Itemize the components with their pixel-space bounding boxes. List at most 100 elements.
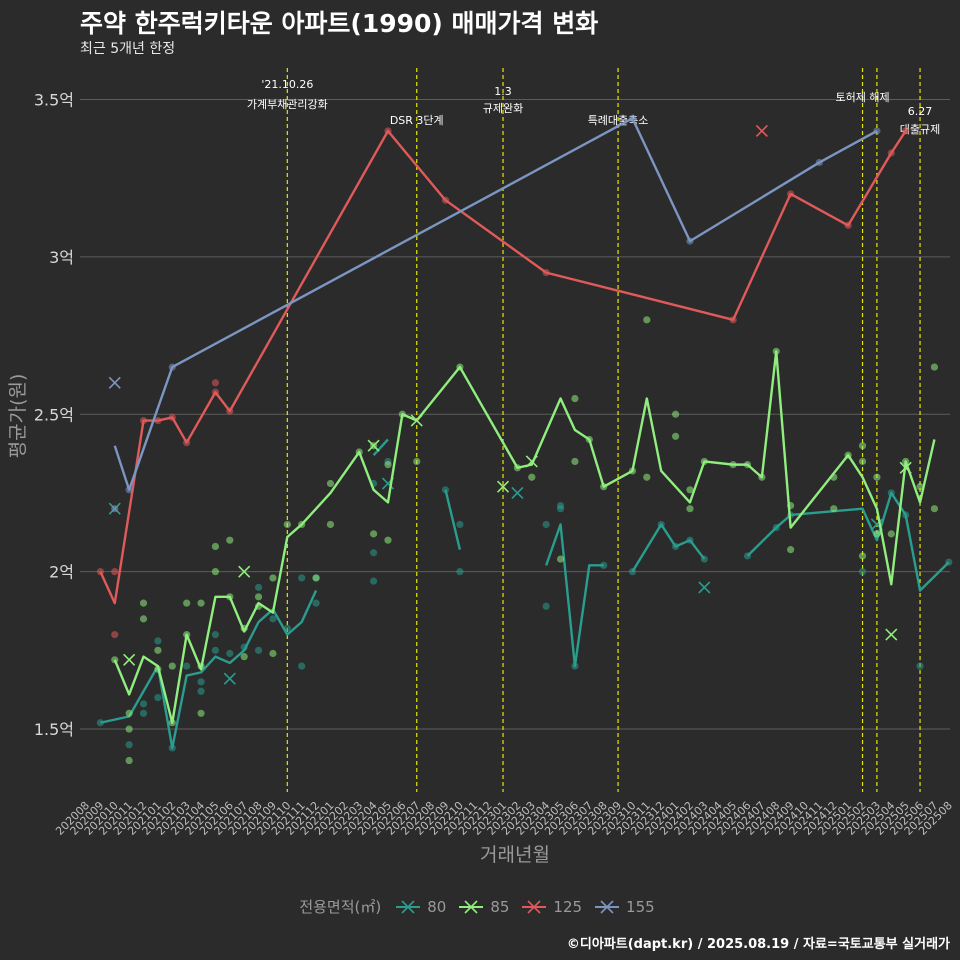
source-caption: ©디아파트(dapt.kr) / 2025.08.19 / 자료=국토교통부 실… — [566, 937, 950, 952]
data-point — [183, 599, 191, 607]
legend-key-icon — [396, 899, 421, 914]
series-155 — [108, 114, 881, 513]
policy-annotation-label: 토허제 해제 — [835, 90, 889, 104]
data-point — [197, 687, 205, 695]
data-point — [269, 574, 277, 582]
data-point — [269, 649, 277, 658]
y-tick-label: 2.5억 — [34, 405, 74, 424]
data-point — [456, 568, 464, 576]
grid-lines — [80, 98, 950, 730]
x-marker — [238, 565, 251, 578]
data-point — [326, 520, 335, 529]
chart-subtitle: 최근 5개년 한정 — [80, 41, 176, 57]
y-tick-label: 2억 — [49, 563, 74, 582]
series-125 — [96, 124, 910, 639]
y-tick-label: 1.5억 — [34, 720, 74, 739]
data-point — [283, 520, 291, 529]
data-point — [111, 568, 119, 576]
data-point — [254, 593, 263, 601]
legend: 전용면적(㎡) 80 85 125 155 — [0, 896, 960, 917]
data-point — [125, 756, 133, 765]
data-point — [643, 316, 651, 324]
data-point — [858, 552, 867, 560]
data-point — [686, 505, 694, 513]
x-marker — [108, 376, 121, 389]
x-tick-labels: 2020082020092020102020112020122021012021… — [53, 799, 955, 838]
x-marker — [698, 581, 711, 594]
data-point — [600, 561, 608, 569]
data-point — [556, 555, 565, 563]
data-point — [211, 542, 220, 551]
legend-label: 125 — [553, 897, 583, 916]
data-point — [125, 725, 133, 733]
legend-title: 전용면적(㎡) — [299, 898, 382, 916]
legend-key-icon — [595, 899, 620, 914]
data-point — [139, 700, 148, 708]
policy-annotation-label: 가계부채관리강화 — [247, 98, 328, 111]
y-axis-label: 평균가(원) — [7, 374, 29, 459]
policy-annotation-label: 규제완화 — [483, 102, 523, 115]
series-80 — [96, 438, 953, 752]
data-point — [384, 461, 392, 469]
data-point — [269, 615, 277, 623]
data-point — [873, 530, 881, 538]
x-marker — [885, 628, 898, 641]
data-point — [384, 536, 392, 544]
data-point — [254, 646, 263, 654]
data-point — [211, 631, 220, 639]
data-point — [111, 631, 119, 639]
data-point — [154, 693, 162, 702]
legend-key-icon — [522, 899, 547, 914]
data-point — [571, 457, 579, 466]
data-point — [168, 662, 176, 670]
series-line — [444, 489, 462, 550]
data-point — [873, 473, 881, 481]
data-point — [858, 568, 867, 576]
series-lines — [96, 114, 953, 765]
data-point — [916, 483, 924, 491]
x-marker — [511, 486, 524, 500]
data-point — [930, 363, 939, 371]
legend-item-125: 125 — [521, 898, 582, 916]
data-point — [312, 599, 320, 607]
x-marker — [123, 653, 136, 666]
x-marker — [410, 414, 423, 427]
data-point — [125, 709, 133, 717]
series-line — [99, 129, 907, 605]
data-point — [413, 457, 421, 466]
data-point — [542, 520, 550, 529]
data-point — [154, 646, 162, 654]
y-tick-labels: 1.5억 2억 2.5억 3억 3.5억 — [34, 90, 74, 739]
x-marker — [755, 124, 768, 138]
data-point — [197, 678, 205, 686]
data-point — [930, 505, 939, 513]
data-point — [298, 662, 306, 670]
data-point — [542, 602, 550, 610]
legend-label: 80 — [427, 897, 447, 916]
y-tick-label: 3.5억 — [34, 90, 74, 109]
data-point — [830, 505, 838, 513]
policy-annotation-label: DSR 3단계 — [390, 114, 444, 127]
policy-annotation-label: 6.27 — [908, 105, 933, 118]
data-point — [240, 653, 248, 661]
series-line — [100, 590, 318, 750]
x-axis-label: 거래년월 — [480, 844, 550, 866]
data-point — [197, 709, 205, 717]
data-point — [197, 599, 205, 607]
data-point — [643, 473, 651, 481]
data-point — [312, 574, 320, 582]
legend-key-icon — [459, 899, 484, 914]
data-point — [370, 577, 378, 585]
policy-annotation-label: '21.10.26 — [261, 78, 313, 91]
data-point — [125, 741, 133, 749]
legend-label: 155 — [626, 897, 655, 916]
data-point — [916, 662, 924, 670]
legend-item-155: 155 — [594, 898, 655, 916]
series-line — [113, 350, 936, 724]
data-point — [211, 379, 220, 387]
data-point — [686, 486, 694, 494]
series-line — [746, 491, 950, 592]
data-point — [326, 479, 335, 488]
data-point — [211, 568, 220, 576]
